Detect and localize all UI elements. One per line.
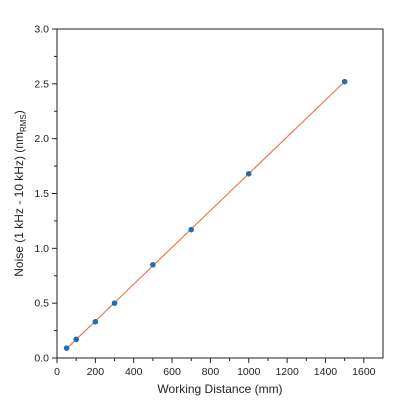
x-tick-label: 1200 xyxy=(275,366,299,378)
y-tick-label: 0.0 xyxy=(34,353,49,365)
x-axis-label: Working Distance (mm) xyxy=(157,382,282,396)
x-axis-ticks: 0 200 400 600 800 1000 1200 1400 1600 xyxy=(54,358,376,378)
fit-line xyxy=(66,81,346,350)
x-tick-label: 1000 xyxy=(237,366,261,378)
y-axis-ticks: 0.0 0.5 1.0 1.5 2.0 2.5 3.0 xyxy=(34,24,57,365)
x-tick-label: 0 xyxy=(54,366,60,378)
x-tick-label: 600 xyxy=(163,366,181,378)
y-axis-label: Noise (1 kHz - 10 kHz) (nmRMS) xyxy=(12,110,28,276)
data-point xyxy=(188,226,195,233)
y-tick-label: 2.5 xyxy=(34,78,49,90)
data-point xyxy=(111,300,118,306)
y-axis-label-suffix: ) xyxy=(12,110,26,114)
x-tick-label: 200 xyxy=(87,366,105,378)
y-tick-label: 0.5 xyxy=(34,298,49,310)
x-tick-label: 800 xyxy=(202,366,220,378)
data-points-layer xyxy=(63,78,348,351)
data-point xyxy=(73,336,79,343)
x-tick-label: 1400 xyxy=(314,366,338,378)
y-tick-label: 2.0 xyxy=(34,133,49,145)
plot-frame xyxy=(56,28,384,359)
x-tick-label: 1600 xyxy=(352,366,376,378)
data-point xyxy=(150,261,156,268)
data-point xyxy=(92,319,99,325)
plot-border xyxy=(56,28,384,359)
fit-line-layer xyxy=(66,81,346,350)
y-tick-label: 1.0 xyxy=(34,243,49,255)
y-axis-label-subscript: RMS xyxy=(19,114,28,132)
data-point xyxy=(245,170,252,177)
data-point xyxy=(341,78,348,85)
y-tick-label: 3.0 xyxy=(34,24,49,36)
y-tick-label: 1.5 xyxy=(34,188,49,200)
data-point xyxy=(63,345,70,351)
y-axis-label-prefix: Noise (1 kHz - 10 kHz) (nm xyxy=(12,132,26,277)
x-tick-label: 400 xyxy=(125,366,143,378)
